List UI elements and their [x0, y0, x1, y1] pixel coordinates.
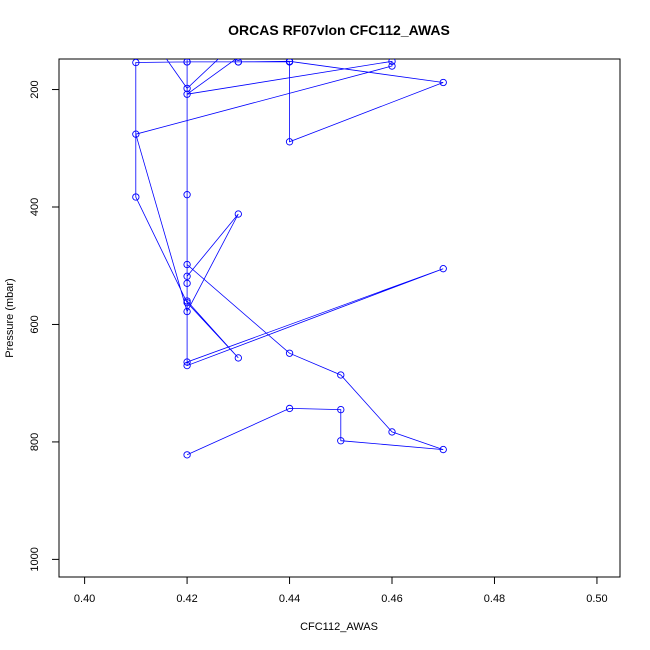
data-point	[183, 272, 191, 280]
data-point	[337, 437, 345, 445]
data-point	[183, 299, 191, 307]
data-point	[439, 78, 447, 87]
series-line	[135, 59, 444, 456]
x-axis: 0.40 0.42 0.44 0.46 0.48 0.50	[74, 576, 608, 605]
data-point	[337, 371, 345, 379]
data-point	[183, 451, 191, 459]
data-point	[439, 265, 447, 273]
data-point	[183, 84, 191, 93]
data-point	[183, 90, 191, 98]
x-tick-label: 0.40	[74, 593, 95, 605]
data-point	[234, 59, 242, 66]
data-point	[183, 307, 191, 316]
data-point	[158, 49, 164, 55]
data-point	[285, 349, 294, 357]
y-tick-label: 800	[29, 433, 41, 451]
data-point	[183, 59, 191, 66]
x-tick-label: 0.44	[279, 593, 300, 605]
data-point	[183, 361, 191, 370]
data-point	[183, 297, 191, 305]
data-point	[285, 138, 294, 146]
y-tick-label: 200	[29, 80, 41, 98]
data-point	[132, 193, 140, 201]
data-point	[388, 428, 396, 436]
y-axis-label: Pressure (mbar)	[4, 278, 16, 357]
data-point	[234, 210, 242, 218]
data-point	[439, 445, 447, 454]
x-tick-label: 0.48	[484, 593, 505, 605]
y-tick-label: 400	[29, 198, 41, 216]
data-point	[132, 130, 140, 138]
data-point	[235, 59, 242, 61]
data-point	[183, 358, 191, 366]
data-point	[285, 404, 294, 413]
data-point	[285, 59, 294, 65]
data-point	[388, 59, 396, 65]
data-point	[337, 405, 345, 414]
x-axis-label: CFC112_AWAS	[300, 621, 378, 633]
data-point	[132, 59, 140, 67]
data-point	[183, 191, 191, 199]
data-point	[234, 354, 242, 362]
x-tick-label: 0.42	[176, 593, 197, 605]
data-point	[388, 62, 396, 70]
x-tick-label: 0.50	[586, 593, 607, 605]
data-point	[184, 45, 190, 51]
y-tick-label: 1000	[29, 547, 41, 571]
y-axis: 200 400 600 800 1000	[29, 80, 60, 572]
data-point	[183, 260, 191, 269]
chart-title: ORCAS RF07vlon CFC112_AWAS	[228, 22, 450, 38]
data-point	[133, 51, 139, 57]
series-layer	[132, 45, 447, 459]
x-tick-label: 0.46	[381, 593, 402, 605]
y-tick-label: 600	[29, 315, 41, 333]
data-point	[183, 279, 191, 287]
plot-frame	[58, 58, 621, 578]
